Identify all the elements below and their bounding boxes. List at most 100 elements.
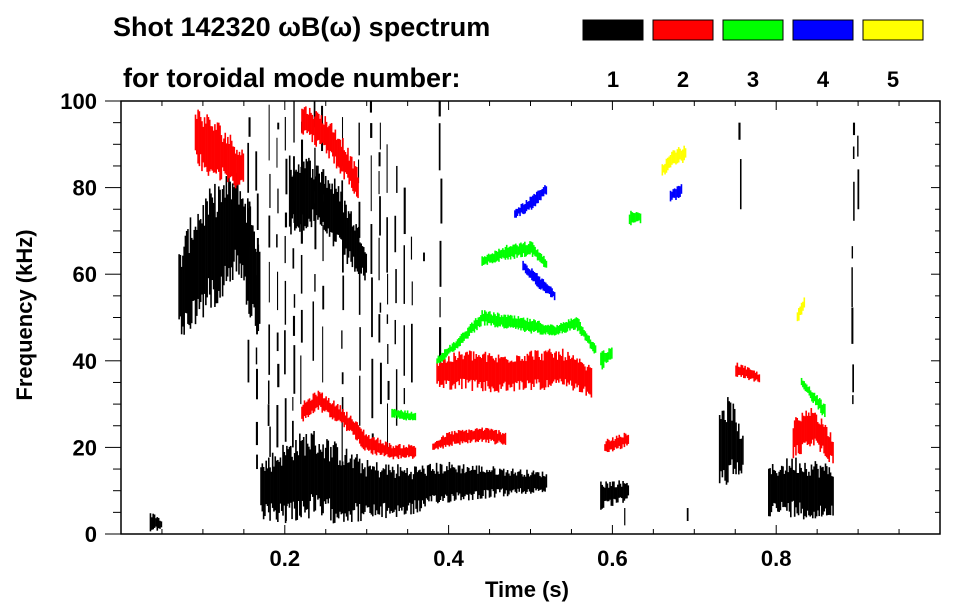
- spectral-mark-mode-2: [340, 411, 343, 423]
- spectral-mark-mode-3: [555, 327, 557, 336]
- spectral-mark-mode-2: [534, 350, 537, 380]
- streak-mode-1: [394, 319, 396, 345]
- spectral-mark-mode-2: [408, 444, 410, 458]
- spectral-mark-mode-2: [410, 445, 413, 457]
- spectral-mark-mode-3: [492, 254, 495, 263]
- spectral-mark-mode-3: [543, 255, 545, 267]
- spectral-mark-mode-2: [307, 114, 310, 132]
- spectral-mark-mode-2: [502, 433, 504, 445]
- spectral-mark-mode-2: [550, 352, 552, 386]
- spectral-mark-mode-1: [395, 473, 398, 517]
- spectral-mark-mode-3: [562, 322, 565, 332]
- spectral-mark-mode-2: [453, 430, 456, 444]
- spectral-mark-mode-1: [769, 468, 771, 517]
- spectral-mark-mode-2: [604, 444, 606, 451]
- spectral-mark-mode-1: [501, 470, 504, 489]
- streak-mode-1: [255, 421, 258, 446]
- spectral-mark-mode-5: [662, 165, 665, 173]
- spectral-mark-mode-3: [527, 321, 530, 332]
- spectral-mark-mode-1: [220, 202, 223, 277]
- spectral-mark-mode-2: [205, 123, 207, 167]
- spectral-mark-mode-2: [207, 117, 210, 176]
- spectral-mark-mode-3: [576, 318, 579, 332]
- spectral-mark-mode-2: [520, 360, 522, 381]
- spectral-mark-mode-4: [535, 191, 538, 204]
- spectral-mark-mode-1: [796, 472, 799, 514]
- spectral-mark-mode-3: [402, 412, 405, 420]
- spectral-mark-mode-2: [478, 355, 480, 384]
- spectral-mark-mode-3: [608, 348, 610, 360]
- spectral-mark-mode-3: [539, 252, 541, 262]
- spectral-mark-mode-1: [823, 470, 826, 512]
- streak-mode-1: [284, 280, 287, 325]
- spectral-mark-mode-2: [466, 351, 468, 380]
- spectral-mark-mode-1: [782, 466, 784, 508]
- spectral-mark-mode-2: [540, 353, 543, 389]
- spectral-mark-mode-1: [531, 472, 533, 493]
- spectral-mark-mode-1: [192, 239, 194, 302]
- spectral-mark-mode-4: [526, 265, 528, 275]
- spectral-mark-mode-2: [552, 357, 555, 382]
- spectral-mark-mode-1: [355, 224, 357, 269]
- spectral-mark-mode-2: [199, 117, 202, 155]
- spectral-mark-mode-2: [503, 434, 505, 444]
- spectral-mark-mode-1: [406, 467, 408, 511]
- spectral-mark-mode-2: [302, 109, 305, 135]
- spectral-mark-mode-2: [753, 370, 755, 382]
- spectral-mark-mode-2: [446, 361, 449, 381]
- spectral-mark-mode-2: [568, 355, 571, 385]
- spectral-mark-mode-2: [333, 400, 335, 418]
- spectral-mark-mode-2: [448, 356, 450, 381]
- spectral-mark-mode-3: [631, 212, 634, 223]
- spectral-mark-mode-2: [535, 350, 538, 384]
- spectral-mark-mode-2: [310, 400, 312, 415]
- spectral-mark-mode-1: [344, 455, 347, 514]
- spectral-mark-mode-4: [543, 281, 546, 292]
- spectral-mark-mode-1: [783, 473, 786, 507]
- spectral-mark-mode-2: [365, 434, 368, 448]
- spectral-mark-mode-1: [344, 200, 346, 255]
- spectral-mark-mode-2: [303, 400, 306, 417]
- spectral-mark-mode-2: [736, 362, 739, 377]
- spectral-mark-mode-1: [532, 470, 535, 493]
- spectral-mark-mode-2: [305, 106, 307, 131]
- spectral-mark-mode-2: [344, 151, 347, 173]
- spectral-mark-mode-1: [357, 461, 360, 522]
- streak-mode-1: [255, 347, 258, 365]
- spectral-mark-mode-1: [411, 479, 414, 504]
- spectral-mark-mode-2: [306, 113, 308, 134]
- spectral-mark-mode-1: [530, 475, 532, 494]
- spectral-mark-mode-4: [517, 207, 520, 214]
- spectral-mark-mode-1: [340, 465, 343, 515]
- spectral-mark-mode-1: [155, 518, 157, 527]
- spectral-mark-mode-2: [537, 350, 539, 380]
- spectral-mark-mode-1: [360, 473, 362, 522]
- spectral-mark-mode-2: [555, 351, 557, 383]
- spectral-mark-mode-2: [521, 358, 523, 383]
- spectral-mark-mode-1: [341, 205, 344, 240]
- spectral-mark-mode-1: [356, 227, 359, 272]
- spectral-mark-mode-2: [735, 365, 737, 377]
- spectral-mark-mode-2: [466, 432, 469, 444]
- spectral-mark-mode-3: [467, 327, 469, 339]
- spectral-mark-mode-2: [584, 366, 586, 387]
- spectral-mark-mode-1: [412, 474, 415, 514]
- spectral-mark-mode-1: [235, 172, 238, 272]
- spectral-mark-mode-3: [458, 338, 460, 347]
- spectral-mark-mode-1: [514, 472, 517, 492]
- streak-mode-1: [300, 139, 304, 181]
- spectral-mark-mode-2: [754, 372, 757, 381]
- spectral-mark-mode-3: [638, 213, 640, 221]
- spectral-mark-mode-3: [459, 336, 461, 347]
- streak-mode-1: [379, 362, 382, 405]
- spectral-mark-mode-1: [448, 461, 451, 503]
- spectral-mark-mode-2: [357, 425, 360, 440]
- spectral-mark-mode-1: [601, 484, 604, 509]
- streak-mode-1: [386, 403, 389, 448]
- streak-mode-1: [359, 375, 361, 426]
- streak-mode-1: [852, 122, 856, 136]
- spectral-mark-mode-1: [221, 189, 224, 297]
- spectral-mark-mode-1: [778, 471, 780, 512]
- spectral-mark-mode-1: [238, 204, 240, 275]
- spectral-mark-mode-2: [499, 432, 502, 443]
